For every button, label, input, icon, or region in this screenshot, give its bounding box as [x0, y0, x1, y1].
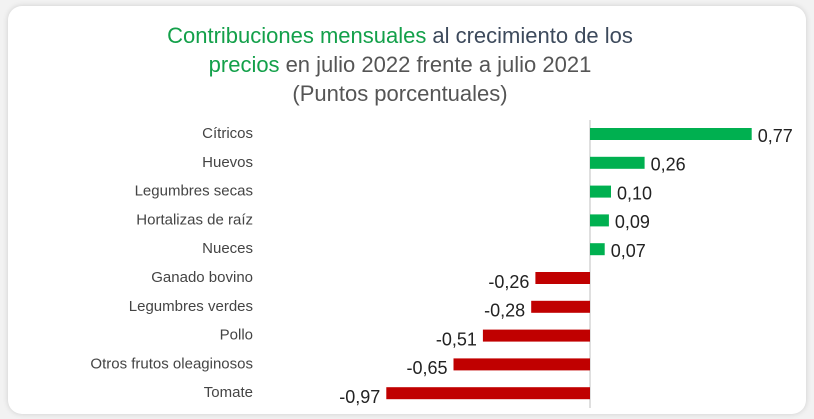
category-label: Nueces [202, 240, 253, 257]
category-label: Legumbres secas [135, 183, 253, 200]
chart-title: (Puntos porcentuales) [292, 81, 507, 106]
value-label: 0,10 [617, 183, 652, 203]
bar [590, 185, 611, 198]
bar [590, 243, 605, 256]
value-label: -0,65 [406, 358, 447, 378]
bar [453, 358, 590, 371]
chart-title: Contribuciones mensuales al crecimiento d… [167, 23, 633, 48]
title-part: en julio 2022 frente a julio 2021 [286, 52, 592, 77]
value-label: -0,28 [484, 301, 525, 321]
bar [590, 214, 609, 227]
bar [590, 156, 645, 169]
value-label: 0,09 [615, 212, 650, 232]
category-label: Legumbres verdes [129, 298, 253, 315]
value-label: 0,07 [611, 241, 646, 261]
bar [531, 300, 590, 313]
category-label: Hortalizas de raíz [136, 211, 253, 228]
value-label: -0,97 [339, 387, 380, 407]
category-label: Tomate [204, 384, 253, 401]
title-part: Contribuciones mensuales [167, 23, 426, 48]
category-label: Cítricos [202, 125, 253, 142]
category-label: Otros frutos oleaginosos [90, 355, 253, 372]
chart-title: precios en julio 2022 frente a julio 2021 [209, 52, 592, 77]
category-label: Pollo [220, 327, 253, 344]
title-part: (Puntos porcentuales) [292, 81, 507, 106]
bar [535, 272, 590, 284]
card [8, 6, 806, 414]
title-part: al crecimiento de los [432, 23, 633, 48]
value-label: 0,26 [651, 155, 686, 175]
category-label: Ganado bovino [151, 269, 253, 286]
title-part: precios [209, 52, 280, 77]
value-label: -0,26 [488, 272, 529, 292]
value-label: 0,77 [758, 126, 793, 146]
bar [590, 128, 752, 140]
category-label: Huevos [202, 154, 253, 171]
value-label: -0,51 [436, 329, 477, 349]
bar [386, 387, 590, 400]
bar [482, 329, 590, 342]
